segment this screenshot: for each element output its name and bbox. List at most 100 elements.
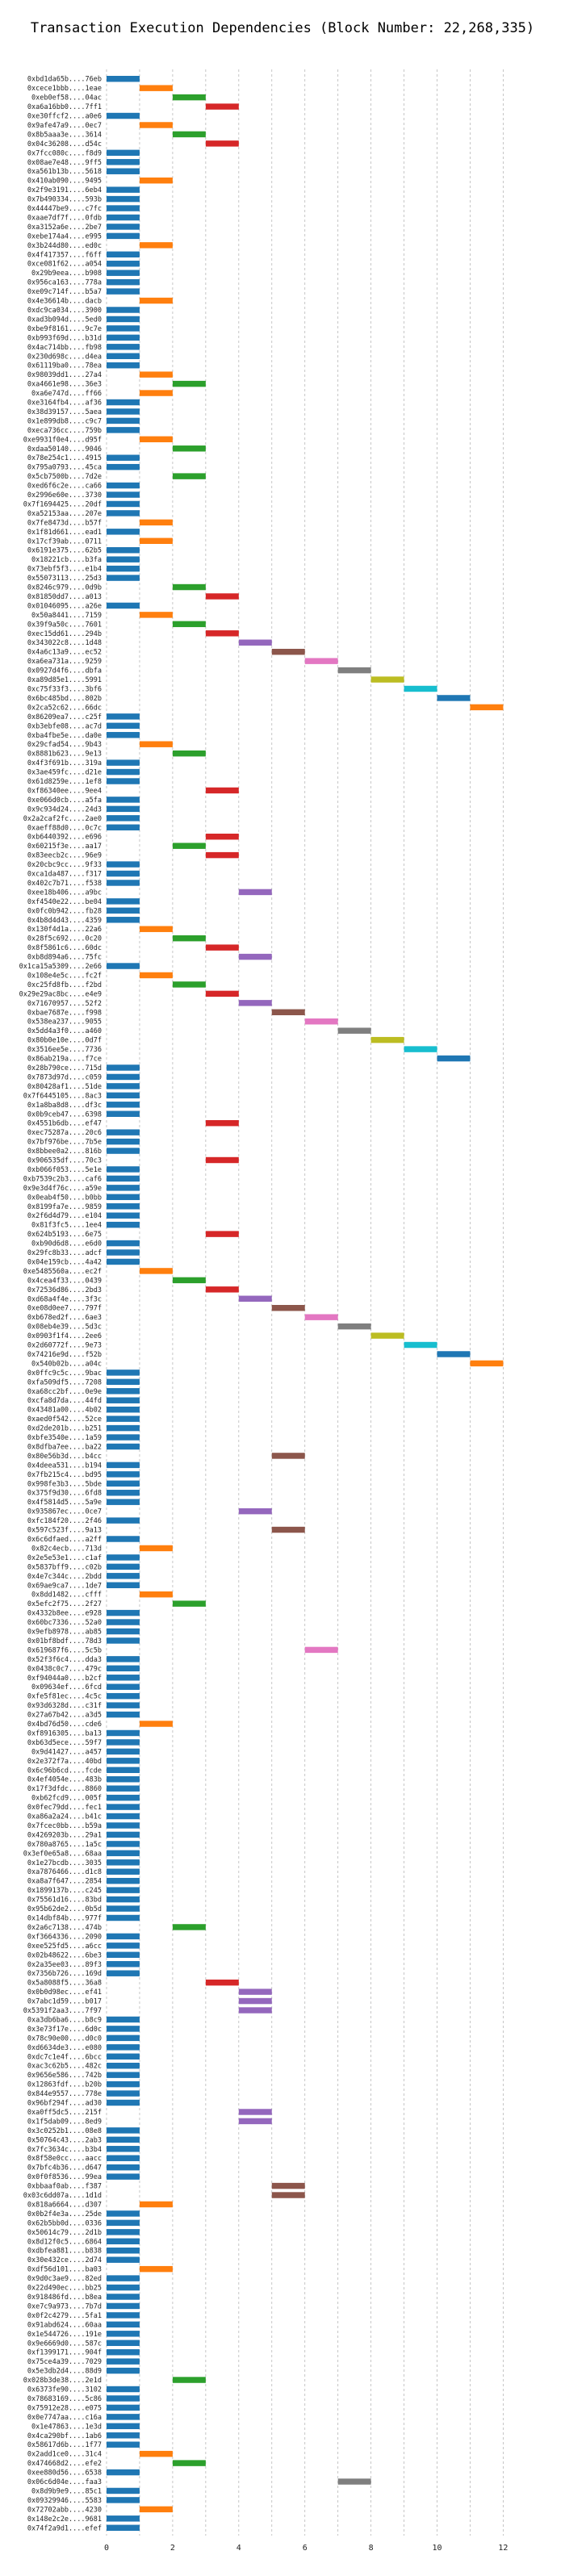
transaction-bar bbox=[370, 676, 404, 683]
y-tick-label: 0x96bf294f....ad30 bbox=[27, 2100, 102, 2108]
y-tick-label: 0x4332b8ee....e928 bbox=[27, 1610, 102, 1618]
y-tick-label: 0xe7c9a973....7b7d bbox=[27, 2302, 102, 2310]
y-tick-label: 0x538ea237....9055 bbox=[27, 1018, 102, 1027]
transaction-bar bbox=[107, 232, 140, 240]
transaction-bar bbox=[107, 1831, 140, 1838]
transaction-bar bbox=[205, 140, 239, 147]
y-tick-label: 0xba4fbe5e....da0e bbox=[27, 732, 102, 740]
y-tick-label: 0x58617d6b....1f77 bbox=[27, 2441, 102, 2449]
transaction-bar bbox=[107, 575, 140, 581]
y-tick-label: 0x028b3de38....2e1d bbox=[23, 2377, 102, 2385]
y-tick-label: 0x50a8441....7159 bbox=[31, 612, 102, 620]
transaction-bar bbox=[107, 1378, 140, 1386]
y-tick-label: 0xbfe3540e....1a59 bbox=[27, 1434, 102, 1442]
transaction-bar bbox=[404, 1341, 437, 1349]
transaction-bar bbox=[107, 1868, 140, 1875]
transaction-bar bbox=[107, 76, 140, 82]
transaction-bar bbox=[107, 334, 140, 341]
transaction-bar bbox=[107, 759, 140, 766]
y-tick-label: 0xb63d5ece....59f7 bbox=[27, 1739, 102, 1747]
y-tick-label: 0xb678ed2f....6ae3 bbox=[27, 1314, 102, 1322]
transaction-bar bbox=[107, 278, 140, 286]
transaction-bar bbox=[139, 1268, 173, 1274]
y-tick-label: 0x4e7c344c....2bdd bbox=[27, 1573, 102, 1581]
y-tick-label: 0x80e56b3d....b4cc bbox=[27, 1453, 102, 1461]
y-tick-label: 0xc25fd8fb....f2bd bbox=[27, 981, 102, 989]
transaction-bar bbox=[107, 1767, 140, 1774]
y-tick-label: 0x7f1694425....20df bbox=[23, 500, 102, 508]
y-tick-label: 0x78c90e00....d0c0 bbox=[27, 2034, 102, 2043]
y-tick-label: 0x6c96b6cd....fcde bbox=[27, 1767, 102, 1775]
y-tick-label: 0x8d9b9e9....85c1 bbox=[31, 2487, 102, 2495]
y-tick-label: 0xd6634de3....e080 bbox=[27, 2044, 102, 2052]
y-tick-label: 0x375f9d30....6fd8 bbox=[27, 1490, 102, 1498]
transaction-bar bbox=[139, 519, 173, 526]
transaction-bar bbox=[404, 685, 437, 692]
transaction-bar bbox=[107, 2173, 140, 2180]
y-tick-label: 0x4bd76d50....cde6 bbox=[27, 1721, 102, 1729]
transaction-bar bbox=[107, 1739, 140, 1746]
y-tick-label: 0x1e27bcdb....3035 bbox=[27, 1859, 102, 1867]
y-tick-label: 0x8b5aaa3e....3614 bbox=[27, 131, 102, 139]
y-tick-label: 0x60bc7336....52a0 bbox=[27, 1619, 102, 1627]
transaction-bar bbox=[107, 2210, 140, 2217]
y-tick-label: 0xa6ea731a....9259 bbox=[27, 658, 102, 666]
transaction-bar bbox=[107, 907, 140, 914]
y-tick-label: 0xbbaaf0ab....f387 bbox=[27, 2183, 102, 2191]
y-tick-label: 0xe30ffcf2....a0e6 bbox=[27, 113, 102, 121]
y-tick-label: 0x93d6328d....c31f bbox=[27, 1702, 102, 1710]
transaction-bar bbox=[107, 1758, 140, 1764]
y-tick-label: 0xebe174a4....e995 bbox=[27, 232, 102, 240]
transaction-bar bbox=[470, 704, 504, 711]
transaction-bar bbox=[107, 778, 140, 784]
y-tick-label: 0xa561b13b....5618 bbox=[27, 168, 102, 176]
y-tick-label: 0x82c4ecb....713d bbox=[31, 1545, 102, 1553]
y-tick-label: 0x27a67b42....a3d5 bbox=[27, 1712, 102, 1720]
y-tick-label: 0x61d8259e....1ef8 bbox=[27, 778, 102, 786]
transaction-bar bbox=[139, 2265, 173, 2273]
transaction-bar bbox=[238, 639, 272, 646]
y-tick-label: 0x402c7b71....f538 bbox=[27, 880, 102, 888]
transaction-bar bbox=[337, 1323, 371, 1330]
transaction-bar bbox=[107, 1212, 140, 1219]
y-tick-label: 0x844e9557....778e bbox=[27, 2090, 102, 2098]
transaction-bar bbox=[107, 2386, 140, 2393]
x-tick-label: 8 bbox=[369, 2544, 374, 2553]
transaction-bar bbox=[107, 1424, 140, 1432]
y-tick-label: 0x14dbf84b....977f bbox=[27, 1915, 102, 1923]
transaction-bar bbox=[107, 1702, 140, 1708]
transaction-bar bbox=[107, 2090, 140, 2097]
y-tick-label: 0x17cf39ab....0711 bbox=[27, 537, 102, 546]
transaction-bar bbox=[107, 1692, 140, 1700]
y-tick-label: 0xec75287a....20c6 bbox=[27, 1129, 102, 1137]
y-tick-label: 0xdbfea881....b838 bbox=[27, 2248, 102, 2256]
y-tick-label: 0xb7539c2b3....caf6 bbox=[23, 1175, 102, 1183]
y-tick-label: 0xd2de201b....b251 bbox=[27, 1425, 102, 1433]
y-tick-label: 0xa86a2a24....b41c bbox=[27, 1813, 102, 1821]
transaction-bar bbox=[107, 1240, 140, 1247]
transaction-bar bbox=[107, 2044, 140, 2051]
y-tick-label: 0x9d0c3ae9....82ed bbox=[27, 2275, 102, 2283]
y-tick-label: 0x4f3f691b....319a bbox=[27, 759, 102, 767]
transaction-bar bbox=[271, 2192, 305, 2198]
y-tick-label: 0x91abd624....60aa bbox=[27, 2321, 102, 2329]
y-tick-label: 0x5837bff9....c02b bbox=[27, 1563, 102, 1571]
transaction-bar bbox=[107, 870, 140, 877]
y-tick-label: 0xfe5f81ec....4c5c bbox=[27, 1693, 102, 1701]
transaction-bar bbox=[107, 602, 140, 609]
y-tick-label: 0x73ebf5f3....e1b4 bbox=[27, 566, 102, 574]
transaction-bar bbox=[107, 1073, 140, 1081]
y-tick-label: 0x5391f2aa3....7f97 bbox=[23, 2007, 102, 2015]
y-tick-label: 0x61119ba0....78ea bbox=[27, 362, 102, 370]
y-tick-label: 0x4b8d4d43....4359 bbox=[27, 917, 102, 925]
y-tick-label: 0x06c6d04e....faa3 bbox=[27, 2478, 102, 2486]
y-tick-label: 0x55073113....25d3 bbox=[27, 575, 102, 583]
y-tick-label: 0x2e372f7a....40bd bbox=[27, 1758, 102, 1766]
transaction-bar bbox=[470, 1360, 504, 1367]
y-tick-label: 0xf3664336....2090 bbox=[27, 1933, 102, 1941]
transaction-bar bbox=[172, 473, 206, 479]
transaction-bar bbox=[205, 1231, 239, 1237]
transaction-bar bbox=[107, 1175, 140, 1182]
transaction-bar bbox=[107, 1859, 140, 1866]
transaction-bar bbox=[107, 1166, 140, 1173]
